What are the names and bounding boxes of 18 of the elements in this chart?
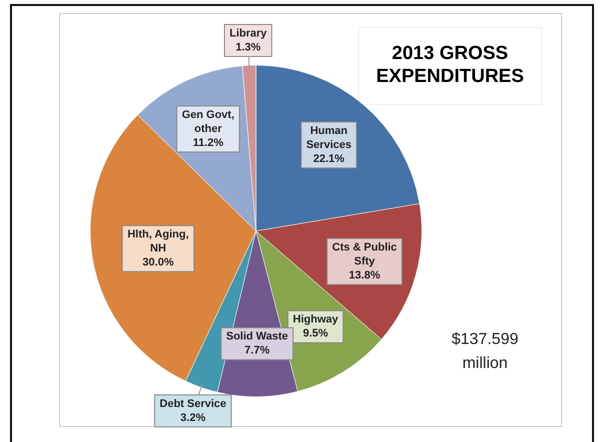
slice-label: Cts & Public Sfty xyxy=(332,241,397,268)
slice-label: Debt Service xyxy=(160,398,226,410)
data-label: 3.2% xyxy=(180,412,206,424)
data-label: 13.8% xyxy=(348,269,380,282)
slice-label: Highway xyxy=(292,314,340,326)
text: $137.599 million xyxy=(450,330,520,374)
slice-label: Gen Govt, other xyxy=(182,109,234,135)
data-label: 30.0% xyxy=(142,256,174,269)
slice-label: Human Services xyxy=(306,125,352,152)
slice-label: Library xyxy=(229,28,268,40)
data-label: 7.7% xyxy=(244,344,270,357)
slice-label: Hlth, Aging, NH xyxy=(127,228,189,255)
data-label: 1.3% xyxy=(236,42,261,54)
slice-label: Solid Waste xyxy=(226,330,288,343)
data-label: 11.2% xyxy=(192,137,224,149)
text: 2013 GROSS EXPENDITURES xyxy=(358,27,542,105)
data-label: 9.5% xyxy=(302,328,328,340)
data-label: 22.1% xyxy=(313,153,345,166)
